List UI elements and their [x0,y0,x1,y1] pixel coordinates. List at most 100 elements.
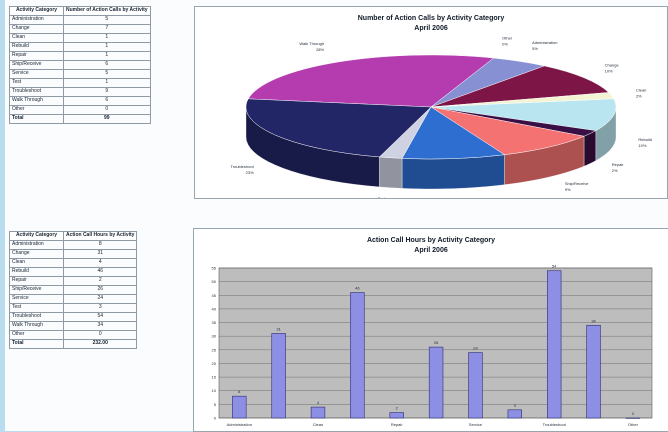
value-cell[interactable]: 1 [64,43,151,52]
x-tick-label: Service [469,422,483,427]
x-tick-label: Clean [313,422,323,427]
category-cell[interactable]: Ship/Receive [10,286,64,295]
y-tick-label: 30 [212,334,217,339]
value-cell[interactable]: 5 [64,70,151,79]
value-cell[interactable]: 24 [64,295,137,304]
category-cell[interactable]: Change [10,250,64,259]
category-cell[interactable]: Troubleshoot [10,88,64,97]
y-tick-label: 15 [212,375,217,380]
value-cell[interactable]: 9 [64,88,151,97]
category-cell[interactable]: Test [10,304,64,313]
value-cell[interactable]: 26 [64,286,137,295]
pie-side-test [379,157,402,188]
category-cell[interactable]: Repair [10,277,64,286]
value-cell[interactable]: 1 [64,52,151,61]
x-tick-label: Repair [391,422,403,427]
value-cell[interactable]: 0 [64,106,151,115]
category-cell[interactable]: Rebuild [10,268,64,277]
table-header-category: Activity Category [10,232,64,241]
y-tick-label: 10 [212,388,217,393]
total-label-cell[interactable]: Total [10,340,64,349]
pie-label: Administration [532,40,557,45]
value-cell[interactable]: 7 [64,25,151,34]
bar-administration [232,396,246,418]
bar-value-label: 34 [591,318,596,323]
value-cell[interactable]: 6 [64,97,151,106]
category-cell[interactable]: Service [10,295,64,304]
bar-repair [390,413,404,418]
total-value-cell[interactable]: 99 [64,115,151,124]
category-cell[interactable]: Troubleshoot [10,313,64,322]
pie-percent-label: 10% [605,69,613,74]
value-cell[interactable]: 31 [64,250,137,259]
pie-slices [246,55,616,189]
category-cell[interactable]: Rebuild [10,43,64,52]
table-header-calls: Number of Action Calls by Activity [64,7,151,16]
category-cell[interactable]: Clean [10,259,64,268]
bar-test [508,410,522,418]
y-tick-label: 5 [214,402,217,407]
category-cell[interactable]: Administration [10,16,64,25]
pie-label: Other [502,35,513,40]
spreadsheet-page: Activity Category Number of Action Calls… [5,0,668,431]
action-call-hours-table: Activity Category Action Call Hours by A… [9,231,137,349]
value-cell[interactable]: 46 [64,268,137,277]
category-cell[interactable]: Service [10,70,64,79]
value-cell[interactable]: 5 [64,16,151,25]
value-cell[interactable]: 6 [64,61,151,70]
value-cell[interactable]: 0 [64,331,137,340]
category-cell[interactable]: Other [10,106,64,115]
total-value-cell[interactable]: 232.00 [64,340,137,349]
y-tick-label: 55 [212,266,217,271]
value-cell[interactable]: 54 [64,313,137,322]
category-cell[interactable]: Walk Through [10,322,64,331]
pie-percent-label: 2% [612,168,618,173]
value-cell[interactable]: 3 [64,304,137,313]
category-cell[interactable]: Walk Through [10,97,64,106]
value-cell[interactable]: 2 [64,277,137,286]
category-cell[interactable]: Ship/Receive [10,61,64,70]
bar-value-label: 54 [552,264,557,269]
y-tick-label: 50 [212,279,217,284]
value-cell[interactable]: 1 [64,79,151,88]
bar-chart: Action Call Hours by Activity Category A… [194,229,668,431]
pie-label: Test [378,196,386,198]
bar-rebuild [350,293,364,418]
category-cell[interactable]: Repair [10,52,64,61]
category-cell[interactable]: Change [10,25,64,34]
pie-chart-object[interactable]: Number of Action Calls by Activity Categ… [194,6,668,199]
pie-percent-label: 5% [532,46,538,51]
pie-chart-subtitle: April 2006 [414,25,448,32]
x-tick-label: Troubleshoot [543,422,567,427]
category-cell[interactable]: Test [10,79,64,88]
action-calls-table: Activity Category Number of Action Calls… [9,6,151,124]
bar-chart-object[interactable]: Action Call Hours by Activity Category A… [193,228,668,432]
y-tick-label: 20 [212,361,217,366]
y-tick-label: 45 [212,293,217,298]
pie-percent-label: 28% [316,47,324,52]
table-header-category: Activity Category [10,7,64,16]
bar-walk-through [587,325,601,418]
category-cell[interactable]: Administration [10,241,64,250]
value-cell[interactable]: 8 [64,241,137,250]
category-cell[interactable]: Other [10,331,64,340]
category-cell[interactable]: Clean [10,34,64,43]
bar-value-label: 24 [473,346,478,351]
y-tick-label: 40 [212,306,217,311]
value-cell[interactable]: 34 [64,322,137,331]
pie-label: Walk Through [299,41,324,46]
y-tick-label: 25 [212,347,217,352]
total-label-cell[interactable]: Total [10,115,64,124]
value-cell[interactable]: 1 [64,34,151,43]
value-cell[interactable]: 4 [64,259,137,268]
